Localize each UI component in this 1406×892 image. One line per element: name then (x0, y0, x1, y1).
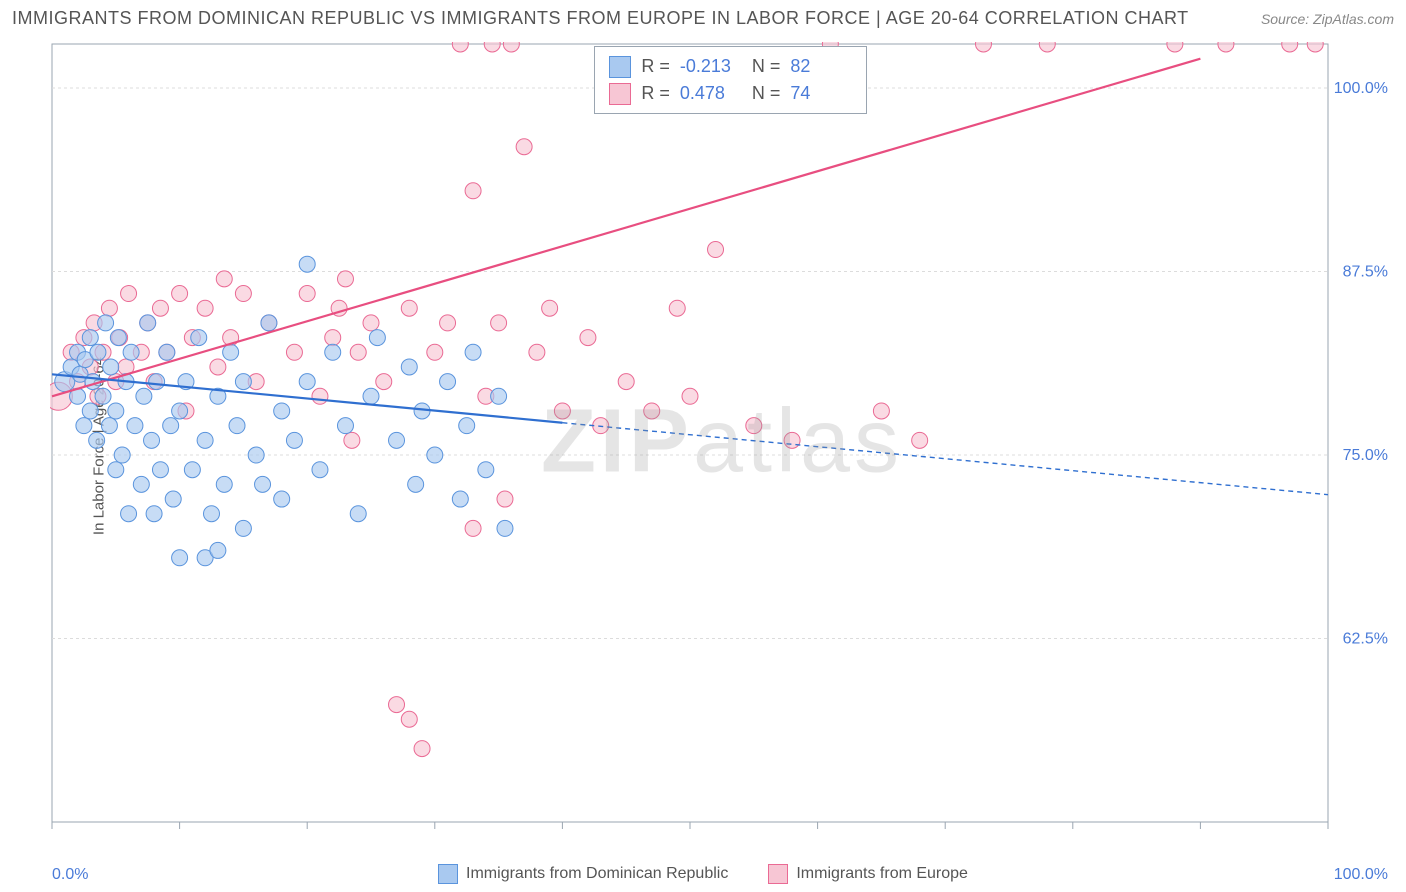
stat-row-blue: R = -0.213 N = 82 (609, 53, 852, 80)
legend-item-blue: Immigrants from Dominican Republic (438, 864, 728, 884)
chart-title: IMMIGRANTS FROM DOMINICAN REPUBLIC VS IM… (12, 8, 1189, 29)
legend-label-blue: Immigrants from Dominican Republic (466, 865, 728, 883)
svg-text:100.0%: 100.0% (1334, 80, 1388, 97)
stat-r-blue: -0.213 (680, 53, 742, 80)
stat-r-label: R = (641, 53, 670, 80)
chart-svg: 62.5% 75.0% 87.5% 100.0% (50, 42, 1394, 842)
svg-text:62.5%: 62.5% (1343, 631, 1388, 648)
legend-label-pink: Immigrants from Europe (796, 865, 968, 883)
stat-r-pink: 0.478 (680, 80, 742, 107)
swatch-pink (609, 83, 631, 105)
swatch-blue (609, 56, 631, 78)
svg-text:75.0%: 75.0% (1343, 447, 1388, 464)
legend-swatch-pink (768, 864, 788, 884)
svg-text:87.5%: 87.5% (1343, 264, 1388, 281)
stat-legend: R = -0.213 N = 82 R = 0.478 N = 74 (594, 46, 867, 114)
legend-item-pink: Immigrants from Europe (768, 864, 968, 884)
stat-n-pink: 74 (790, 80, 852, 107)
stat-n-label: N = (752, 53, 781, 80)
source-label: Source: ZipAtlas.com (1261, 11, 1394, 27)
stat-r-label: R = (641, 80, 670, 107)
stat-n-blue: 82 (790, 53, 852, 80)
bottom-legend: Immigrants from Dominican Republic Immig… (0, 864, 1406, 884)
stat-row-pink: R = 0.478 N = 74 (609, 80, 852, 107)
legend-swatch-blue (438, 864, 458, 884)
stat-n-label: N = (752, 80, 781, 107)
chart-area: 62.5%75.0%87.5%100.0% ZIPatlas R = -0.21… (50, 42, 1394, 842)
